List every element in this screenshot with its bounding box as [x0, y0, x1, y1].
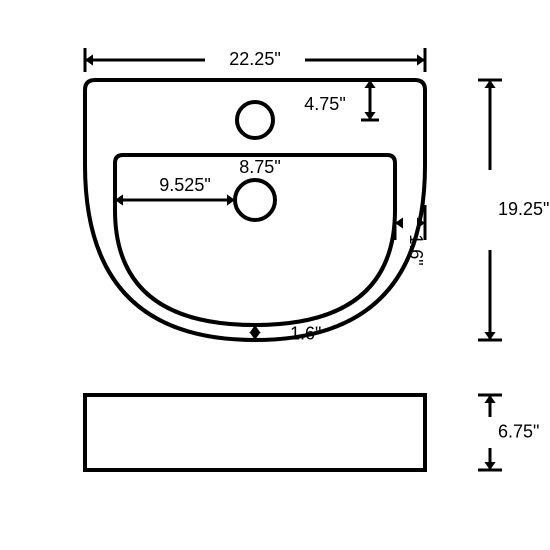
dim-wall-side: 1.6": [406, 234, 426, 265]
dim-front-height: 6.75": [498, 421, 539, 441]
dim-overall-height: 19.25": [498, 199, 549, 219]
dim-wall-bottom: 1.6": [290, 323, 321, 343]
faucet-hole: [237, 102, 273, 138]
dim-faucet-offset: 4.75": [304, 94, 345, 114]
dim-drain-dia: 8.75": [239, 157, 280, 177]
dim-overall-width: 22.25": [229, 49, 280, 69]
dim-drain-offset: 9.525": [159, 175, 210, 195]
front-view-outline: [85, 395, 425, 470]
drain-hole: [235, 180, 275, 220]
